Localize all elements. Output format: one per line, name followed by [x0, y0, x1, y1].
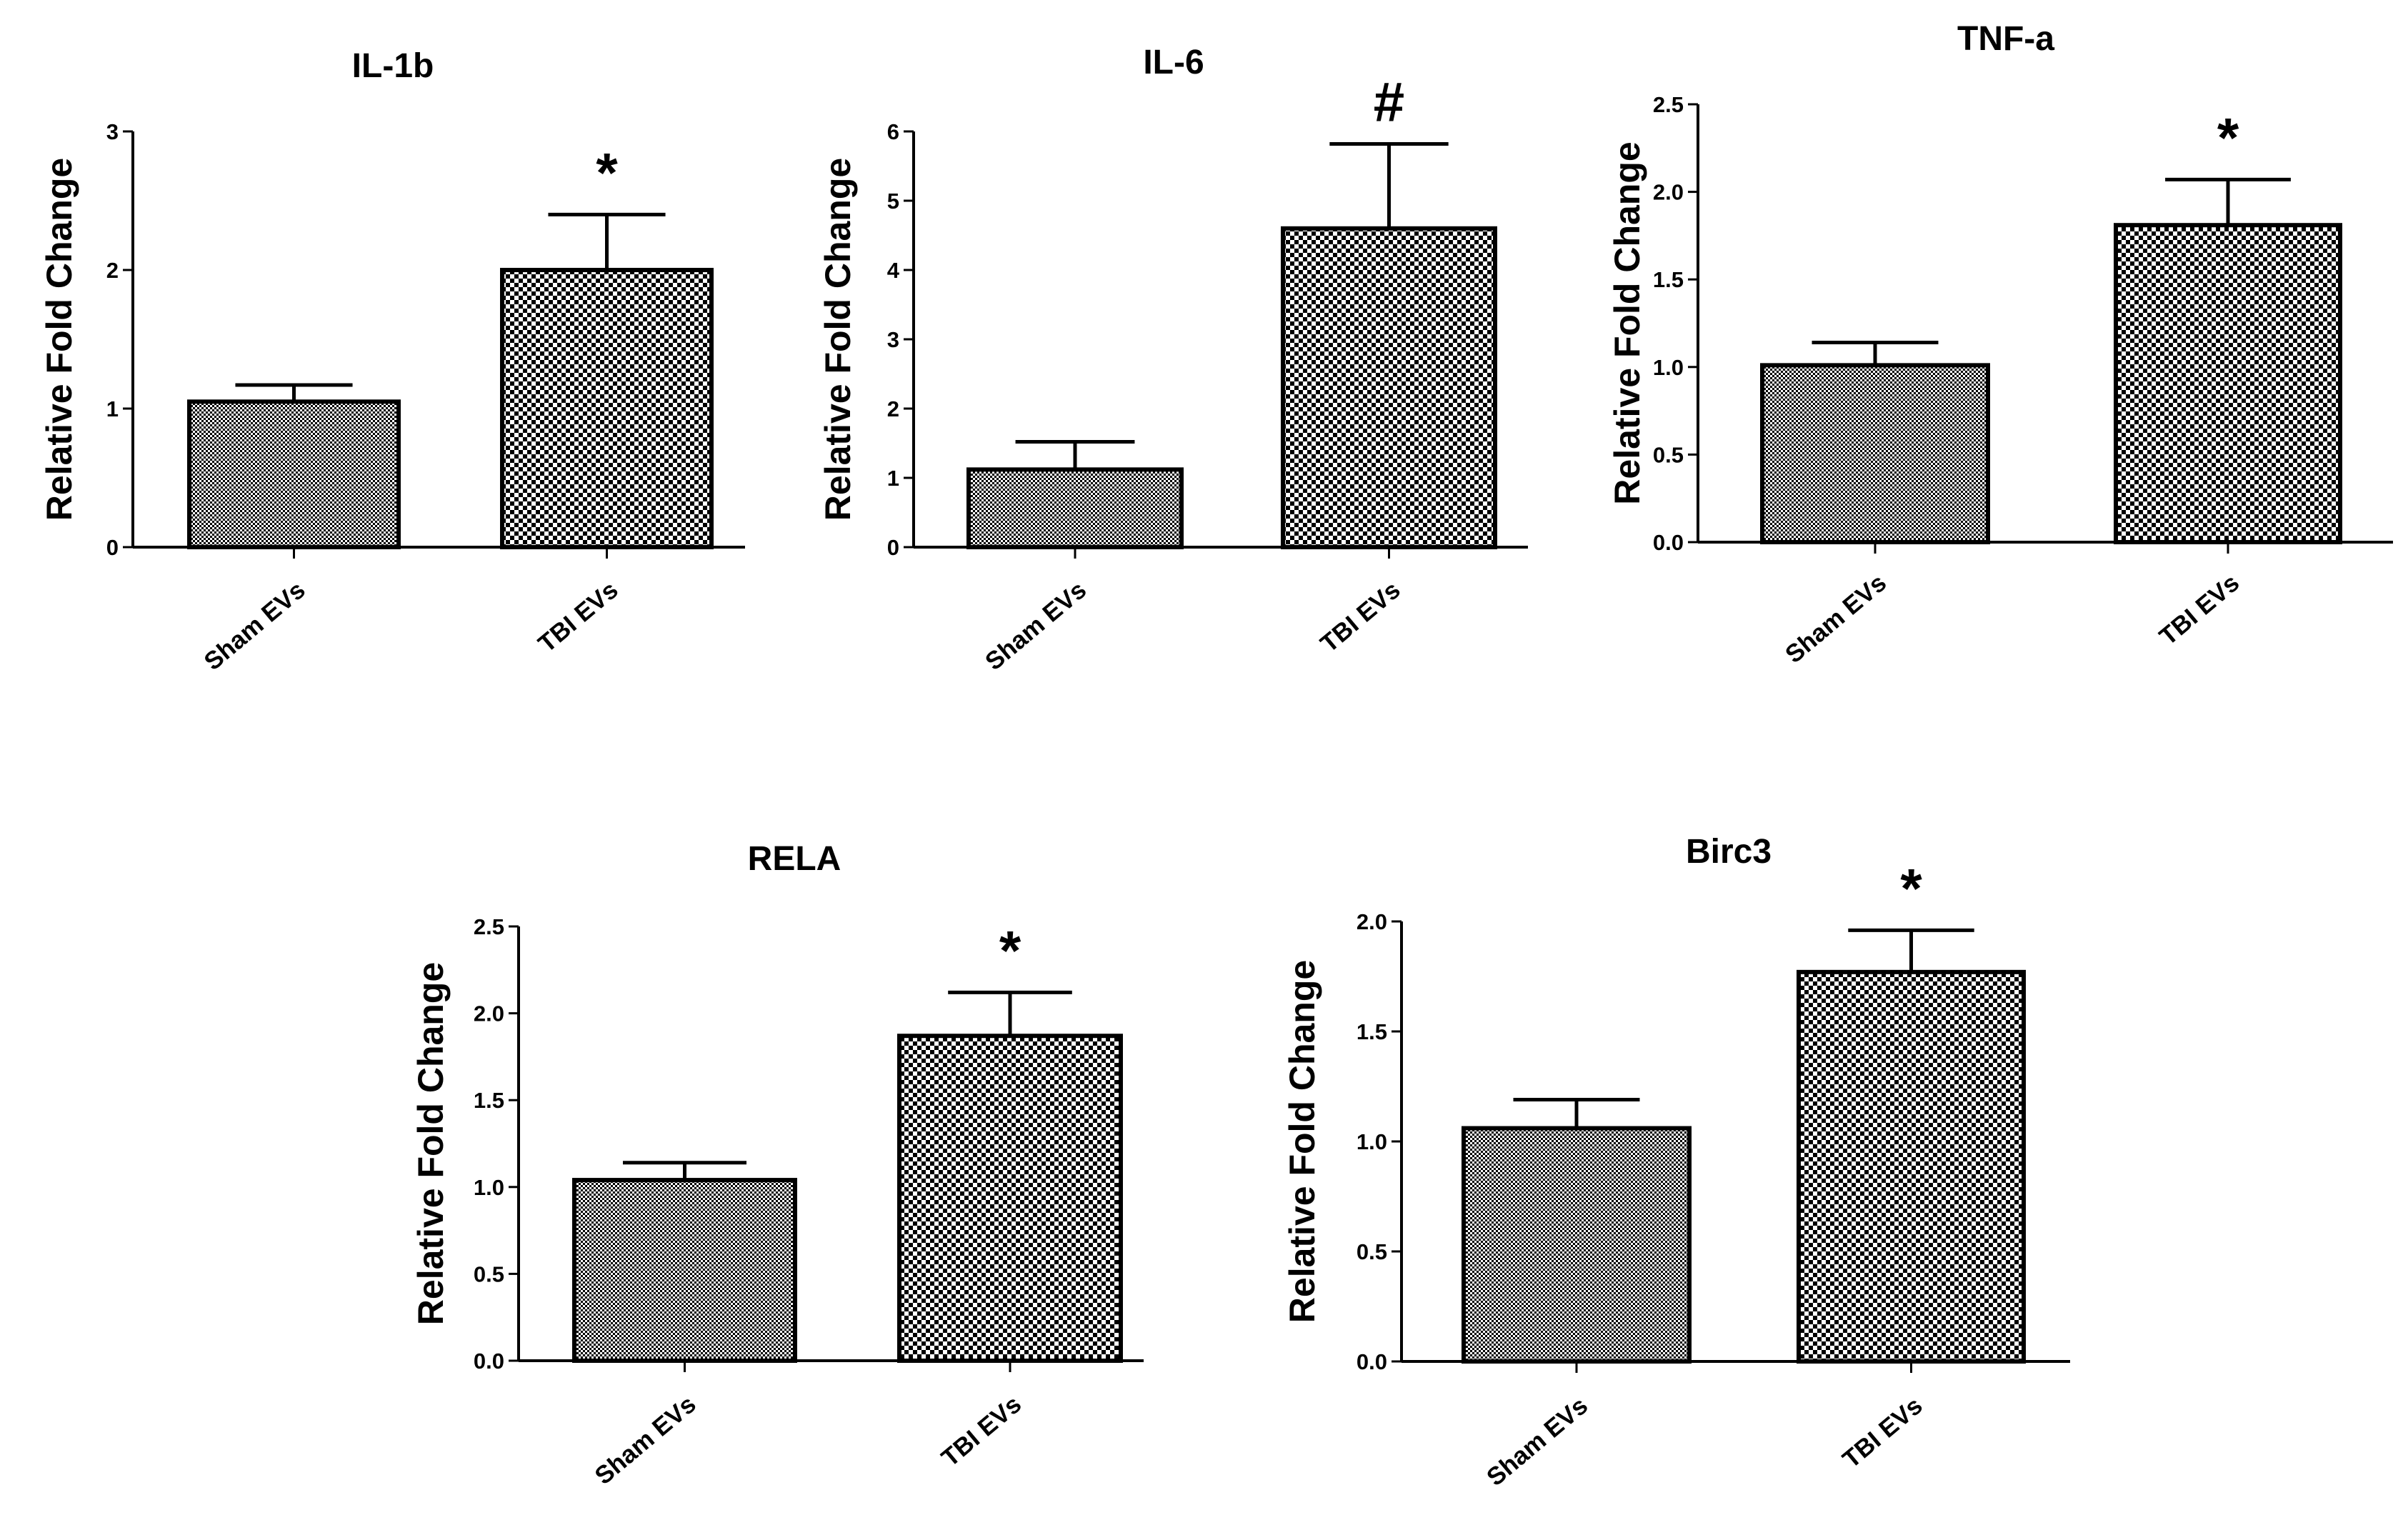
panel-il-6-y-tick-label: 0 [887, 535, 899, 560]
panel-il-6-y-tick-label: 3 [887, 327, 899, 352]
panel-tnf-a-y-tick-label: 2.0 [1653, 180, 1684, 205]
panel-rela-significance-marker: * [999, 919, 1021, 981]
panel-tnf-a-y-axis-label: Relative Fold Change [1607, 141, 1647, 504]
panel-il-1b-title: IL-1b [352, 47, 434, 85]
panel-il-1b-significance-marker: * [596, 141, 618, 204]
panel-tnf-a-y-tick-label: 2.5 [1653, 92, 1684, 117]
panel-rela-y-tick-label: 0.5 [474, 1261, 504, 1286]
panel-tnf-a-y-tick-label: 0.0 [1653, 530, 1684, 555]
panel-rela-y-tick-label: 2.5 [474, 914, 504, 939]
panel-il-1b-bar-tbi-evs [500, 268, 714, 549]
panel-il-6-bar-sham-evs [966, 467, 1184, 549]
panel-birc3-y-axis-label: Relative Fold Change [1282, 960, 1322, 1323]
panel-rela-category-label: TBI EVs [936, 1390, 1026, 1472]
panel-il-6-bar-tbi-evs [1281, 226, 1497, 549]
panel-birc3-y-tick-label: 1.5 [1357, 1019, 1387, 1044]
panel-birc3-y-tick-label: 0.5 [1357, 1239, 1387, 1264]
panel-birc3-bar-sham-evs [1462, 1126, 1692, 1364]
panel-birc3-y-tick-label: 1.0 [1357, 1129, 1387, 1154]
panel-rela-bar-tbi-evs [897, 1034, 1123, 1363]
panel-birc3-y-tick-label: 0.0 [1357, 1349, 1387, 1374]
panel-il-6-y-tick-label: 2 [887, 396, 899, 421]
panel-tnf-a-title: TNF-a [1957, 20, 2054, 58]
panel-rela-y-tick-label: 1.5 [474, 1088, 504, 1113]
panel-tnf-a-y-tick-label: 1.0 [1653, 355, 1684, 380]
panel-birc3-bar-tbi-evs [1797, 969, 2026, 1364]
panel-il-6-category-label: TBI EVs [1315, 576, 1405, 658]
panel-tnf-a-category-label: Sham EVs [1780, 569, 1892, 669]
panel-rela: RELA Relative Fold Change 0.0 0.5 1.0 1.5 2.0 2… [411, 840, 1144, 1490]
panel-il-1b-y-axis-label: Relative Fold Change [39, 158, 79, 521]
panel-rela-y-tick-label: 2.0 [474, 1001, 504, 1026]
panel-tnf-a-y-tick-label: 0.5 [1653, 442, 1684, 467]
panel-il-6-significance-marker: # [1374, 70, 1404, 133]
panel-il-6: IL-6 Relative Fold Change 0 1 2 3 4 5 6 Sham EVs #… [818, 44, 1528, 676]
panel-rela-category-label: Sham EVs [589, 1390, 701, 1490]
panel-rela-title: RELA [748, 840, 841, 878]
panel-il-1b-y-tick-label: 2 [106, 258, 119, 283]
panel-il-1b-category-label: Sham EVs [199, 576, 310, 676]
panel-birc3-title: Birc3 [1686, 833, 1772, 871]
panel-il-6-y-tick-label: 1 [887, 466, 899, 491]
panel-birc3: Birc3 Relative Fold Change 0.0 0.5 1.0 1.5 2.0… [1282, 833, 2070, 1491]
panel-il-1b-y-tick-label: 1 [106, 396, 119, 421]
panel-il-6-y-tick-label: 5 [887, 189, 899, 214]
panel-il-6-y-axis-label: Relative Fold Change [818, 158, 858, 521]
panel-birc3-y-tick-label: 2.0 [1357, 909, 1387, 934]
panel-rela-y-axis-label: Relative Fold Change [411, 962, 451, 1325]
panel-il-6-y-tick-label: 6 [887, 119, 899, 144]
panel-il-1b-category-label: TBI EVs [533, 576, 623, 658]
panel-birc3-category-label: Sham EVs [1482, 1391, 1593, 1491]
panel-il-1b-y-tick-label: 0 [106, 535, 119, 560]
panel-tnf-a-y-tick-label: 1.5 [1653, 267, 1684, 292]
panel-tnf-a-significance-marker: * [2217, 106, 2239, 169]
panel-rela-y-tick-label: 0.0 [474, 1349, 504, 1374]
panel-tnf-a: TNF-a Relative Fold Change 0.0 0.5 1.0 1.5 2.0… [1607, 20, 2393, 669]
panel-il-1b-y-tick-label: 3 [106, 119, 119, 144]
panel-rela-y-tick-label: 1.0 [474, 1175, 504, 1200]
panel-tnf-a-bar-sham-evs [1760, 363, 1990, 544]
panel-il-6-y-tick-label: 4 [887, 258, 900, 283]
panel-il-6-title: IL-6 [1143, 44, 1204, 81]
panel-il-1b-bar-sham-evs [187, 399, 401, 549]
panel-birc3-significance-marker: * [1900, 856, 1922, 919]
panel-birc3-category-label: TBI EVs [1837, 1391, 1927, 1474]
panel-tnf-a-category-label: TBI EVs [2154, 569, 2244, 651]
panel-il-6-category-label: Sham EVs [980, 576, 1091, 676]
panel-il-1b: IL-1b Relative Fold Change 0 1 2 3 Sham EVs * TB… [39, 47, 745, 676]
panel-rela-bar-sham-evs [572, 1178, 797, 1364]
panel-tnf-a-bar-tbi-evs [2114, 223, 2342, 544]
